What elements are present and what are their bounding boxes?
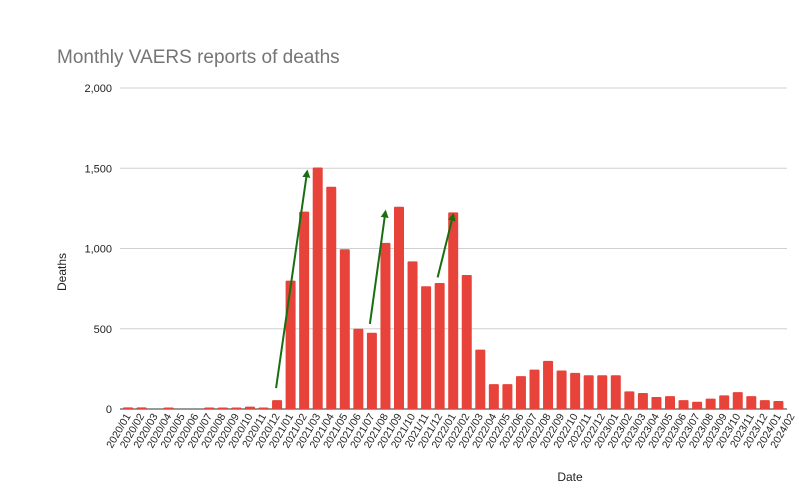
bar-2020-09 xyxy=(231,407,242,409)
bar-2022-11 xyxy=(583,375,594,409)
bar-2023-10 xyxy=(732,392,743,409)
annotation-arrow xyxy=(275,169,311,389)
x-axis-label: Date xyxy=(557,470,583,484)
bar-2021-09 xyxy=(394,206,404,409)
bar-2022-03 xyxy=(475,349,486,409)
y-tick-label: 1,500 xyxy=(84,163,112,175)
bar-2022-05 xyxy=(502,384,513,409)
bar-2020-01 xyxy=(123,407,133,409)
bar-2022-02 xyxy=(461,274,472,409)
y-tick-label: 0 xyxy=(106,404,112,416)
bar-2023-05 xyxy=(665,396,675,409)
bar-2023-07 xyxy=(692,401,703,409)
bar-2020-04 xyxy=(163,407,174,409)
bar-2020-12 xyxy=(272,400,283,409)
bar-2023-12 xyxy=(759,400,770,409)
y-tick-label: 2,000 xyxy=(84,83,112,95)
bar-2023-06 xyxy=(678,400,689,409)
bar-2021-03 xyxy=(312,167,323,409)
bar-2020-11 xyxy=(258,407,269,409)
bar-2021-04 xyxy=(326,186,337,409)
bar-2021-11 xyxy=(421,286,432,409)
bar-2022-08 xyxy=(543,360,554,409)
bar-2022-10 xyxy=(570,372,581,409)
annotation-arrow xyxy=(368,209,389,325)
bar-2021-12 xyxy=(434,283,445,409)
bar-2022-09 xyxy=(556,370,567,409)
bar-2020-08 xyxy=(217,407,228,409)
bar-2021-05 xyxy=(339,249,350,409)
y-tick-label: 1,000 xyxy=(84,244,112,256)
bar-2022-07 xyxy=(529,369,540,409)
bar-2022-06 xyxy=(515,376,526,409)
bar-2024-01 xyxy=(773,400,784,409)
bar-2021-07 xyxy=(366,332,377,409)
bar-2021-10 xyxy=(407,261,418,409)
bar-2023-11 xyxy=(746,396,757,409)
bar-2022-12 xyxy=(597,375,608,409)
annotation-arrow xyxy=(436,212,456,278)
bar-2023-04 xyxy=(651,396,662,409)
bar-2023-02 xyxy=(624,391,635,409)
chart-title: Monthly VAERS reports of deaths xyxy=(57,47,340,68)
bar-2022-04 xyxy=(488,384,499,409)
bar-2020-10 xyxy=(244,406,255,409)
bar-2021-02 xyxy=(299,211,310,409)
bar-2020-07 xyxy=(204,407,215,409)
bar-2022-01 xyxy=(448,212,459,409)
bar-2023-09 xyxy=(719,395,730,409)
bar-2020-02 xyxy=(136,407,147,409)
bar-2023-08 xyxy=(705,398,716,409)
bar-2021-08 xyxy=(380,242,391,409)
y-axis-label: Deaths xyxy=(55,253,69,291)
bar-2021-06 xyxy=(353,328,364,409)
bar-2023-03 xyxy=(637,392,648,409)
y-tick-label: 500 xyxy=(94,324,112,336)
bar-2023-01 xyxy=(610,375,621,409)
bar-2021-01 xyxy=(285,280,296,409)
